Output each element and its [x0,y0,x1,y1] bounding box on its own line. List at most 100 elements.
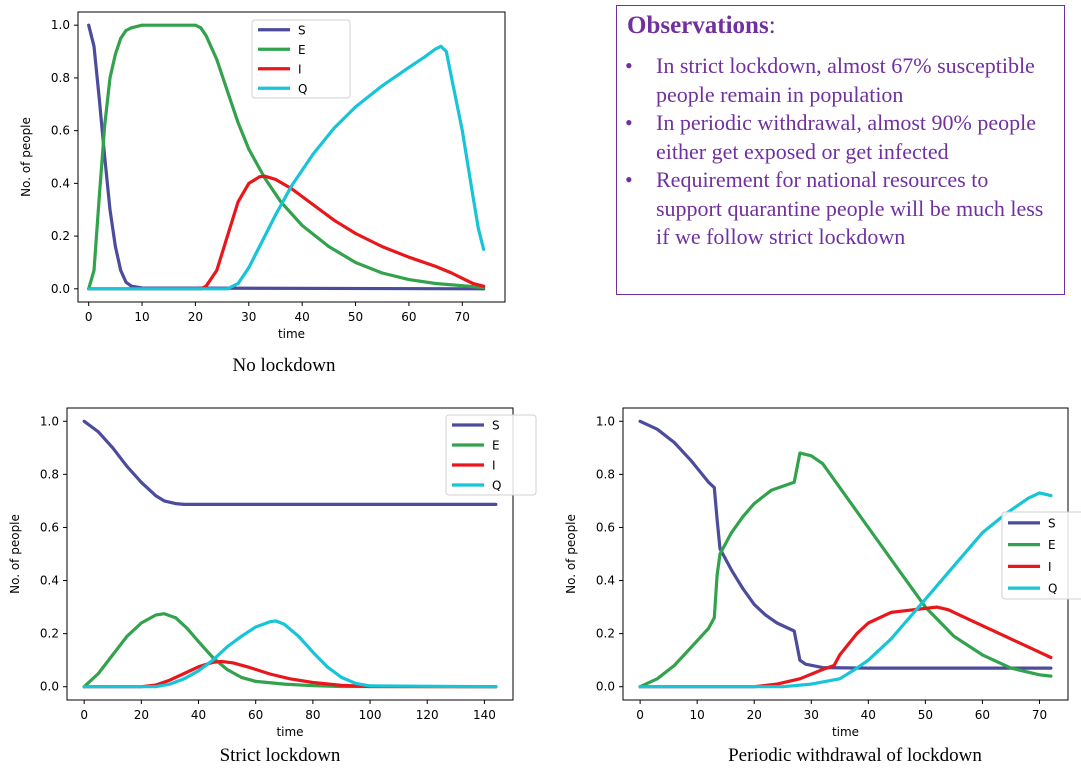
data-point-E [204,34,208,38]
y-tick-label: 0.4 [40,574,59,588]
data-point-Q [239,634,243,638]
legend-label-Q: Q [492,479,501,493]
data-point-S [729,568,733,572]
data-point-I [182,672,186,675]
data-point-E [718,552,722,556]
x-tick-label: 0 [85,310,93,324]
data-point-Q [444,50,448,53]
data-point-S [162,499,166,503]
x-tick-label: 60 [975,708,990,722]
data-point-E [125,634,129,638]
data-point-Q [423,55,427,59]
data-point-E [97,672,100,675]
data-point-E [752,502,756,505]
data-point-Q [368,684,372,688]
x-tick-label: 60 [248,708,263,722]
data-point-Q [340,676,343,679]
data-point-E [111,653,115,657]
data-point-S [154,494,158,497]
data-point-E [327,245,331,249]
x-tick-label: 60 [401,310,416,324]
x-tick-label: 30 [804,708,819,722]
data-point-Q [981,531,984,535]
y-tick-label: 0.2 [51,229,70,243]
data-point-Q [311,152,315,156]
data-point-Q [82,685,86,689]
chart-strict-lockdown: 0 20 40 60 80 100 120 140 0.0 0.2 0.4 0.6 0.8 1.0 time… [8,407,537,739]
data-point-E [185,626,189,630]
data-point-E [981,653,984,657]
x-tick-label: 80 [305,708,320,722]
data-point-I [204,284,208,288]
data-point-E [741,515,745,519]
data-point-I [855,632,859,636]
data-point-Q [254,625,258,629]
data-point-I [215,268,219,272]
data-point-Q [494,685,498,689]
data-point-E [672,664,676,667]
data-point-S [866,666,870,670]
data-point-E [354,261,357,264]
data-point-Q [236,282,240,285]
data-point-I [226,234,229,238]
y-tick-label: 0.6 [51,124,70,138]
data-point-Q [168,682,172,686]
data-point-Q [354,105,357,109]
data-point-S [715,518,719,521]
data-point-S [712,486,716,490]
x-tick-label: 40 [295,310,310,324]
data-point-Q [154,685,158,689]
data-point-E [792,480,796,484]
y-axis-label: No. of people [564,514,578,594]
plot-frame [66,407,514,701]
x-tick-label: 140 [473,708,496,722]
bullet-icon: • [625,110,633,135]
observations-box: Observations: • In strict lockdown, almos… [616,5,1065,295]
data-point-I [889,611,893,614]
series-line-E [638,451,1053,689]
y-tick-label: 0.4 [51,176,70,190]
data-point-Q [958,557,962,561]
y-tick-label: 0.2 [40,627,59,641]
data-point-I [450,271,454,275]
data-point-E [311,684,315,688]
data-point-S [752,603,756,606]
data-point-S [82,419,86,423]
data-point-S [494,502,498,506]
x-tick-label: 30 [241,310,256,324]
data-point-I [274,178,277,181]
data-point-I [482,284,486,288]
data-point-Q [274,619,278,623]
legend-box [1001,511,1081,600]
legend-label-E: E [298,43,306,57]
data-point-I [838,653,842,657]
data-point-Q [855,666,859,670]
data-point-Q [781,685,785,689]
data-point-Q [211,658,215,662]
data-point-I [1038,650,1041,654]
data-point-Q [325,665,329,669]
data-point-I [981,624,984,628]
caption-no-lockdown: No lockdown [232,355,336,376]
data-point-Q [311,650,315,654]
data-point-I [311,681,315,684]
data-point-Q [258,245,261,249]
data-point-E [729,531,733,535]
data-point-S [707,480,710,484]
data-point-I [332,218,336,222]
legend-box [445,414,537,496]
data-point-E [895,565,899,569]
caption-periodic-withdrawal: Periodic withdrawal of lockdown [728,745,982,766]
data-point-Q [282,622,286,626]
data-point-S [174,502,178,505]
data-point-E [119,36,123,40]
data-point-S [113,245,117,249]
data-point-Q [268,620,272,624]
x-axis-label: time [278,327,305,341]
y-axis-label: No. of people [19,117,33,197]
data-point-I [197,665,200,669]
observation-item: • In periodic withdrawal, almost 90% peop… [625,109,1058,166]
data-point-S [655,427,659,431]
x-tick-label: 20 [134,708,149,722]
data-point-Q [434,47,438,51]
